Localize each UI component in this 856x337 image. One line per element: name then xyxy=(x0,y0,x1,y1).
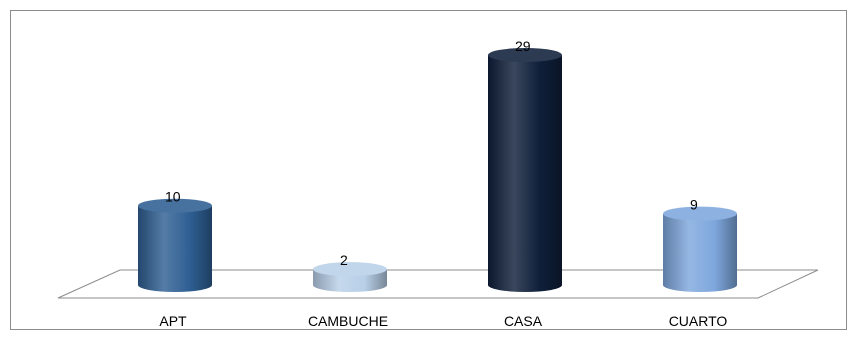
x-tick-label-casa: CASA xyxy=(504,313,543,329)
chart-floor xyxy=(57,269,819,299)
data-label-casa: 29 xyxy=(515,38,531,54)
data-label-cuarto: 9 xyxy=(690,197,698,213)
bar-body-cuarto xyxy=(663,213,737,292)
bars-layer xyxy=(138,48,737,292)
bar-body-casa xyxy=(488,55,562,292)
x-tick-label-cuarto: CUARTO xyxy=(669,313,728,329)
bar-body-apt xyxy=(138,205,212,292)
data-label-apt: 10 xyxy=(165,189,181,205)
bar-casa xyxy=(488,48,562,292)
bar-cuarto xyxy=(663,206,737,292)
bar-top-cuarto xyxy=(663,206,737,221)
data-label-cambuche: 2 xyxy=(340,252,348,268)
bar-cambuche xyxy=(313,262,387,292)
x-tick-label-cambuche: CAMBUCHE xyxy=(308,313,388,329)
bar-apt xyxy=(138,198,212,292)
bar-top-cambuche xyxy=(313,262,387,277)
labels-layer: 10 APT 2 CAMBUCHE 29 CASA 9 CUARTO xyxy=(159,38,727,329)
bar-top-casa xyxy=(488,48,562,62)
x-tick-label-apt: APT xyxy=(159,313,187,329)
bar-top-apt xyxy=(138,198,212,213)
